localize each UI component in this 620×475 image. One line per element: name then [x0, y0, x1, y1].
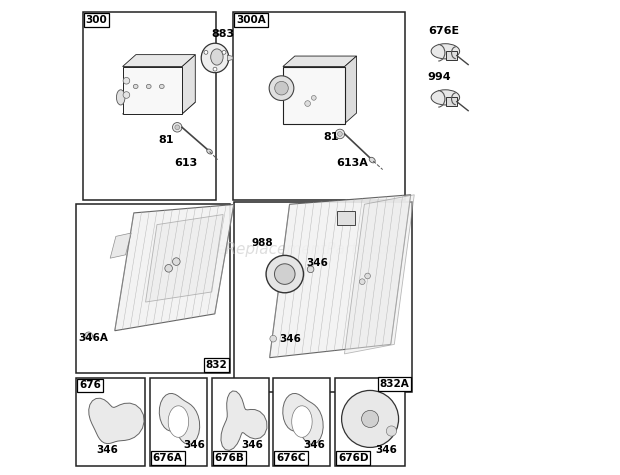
Bar [337, 211, 355, 225]
Circle shape [361, 410, 379, 428]
Polygon shape [345, 195, 414, 354]
Circle shape [275, 264, 295, 285]
Circle shape [123, 92, 130, 98]
Polygon shape [115, 204, 234, 331]
Ellipse shape [431, 90, 459, 105]
Polygon shape [228, 55, 233, 61]
Polygon shape [345, 56, 356, 124]
Bar [283, 66, 345, 124]
Ellipse shape [202, 43, 229, 73]
Text: 883: 883 [211, 29, 234, 39]
Circle shape [311, 95, 316, 100]
Circle shape [308, 266, 314, 273]
Text: 346: 346 [279, 334, 301, 344]
Bar [150, 378, 207, 466]
Text: 300A: 300A [236, 15, 265, 25]
Circle shape [305, 101, 311, 106]
Bar [446, 97, 457, 106]
Text: 676: 676 [79, 380, 101, 390]
Circle shape [365, 273, 370, 279]
Bar [83, 12, 216, 199]
Ellipse shape [206, 149, 212, 154]
Polygon shape [159, 393, 200, 444]
Text: 346: 346 [376, 445, 397, 455]
Circle shape [204, 50, 208, 54]
Text: 994: 994 [428, 72, 451, 82]
Text: 346A: 346A [78, 333, 108, 343]
Bar [211, 378, 268, 466]
Ellipse shape [431, 44, 459, 59]
Polygon shape [110, 233, 131, 258]
Polygon shape [146, 215, 223, 302]
Text: 676B: 676B [215, 453, 244, 463]
Polygon shape [168, 406, 188, 437]
Bar [233, 12, 405, 199]
Polygon shape [182, 55, 195, 114]
Text: 346: 346 [303, 440, 325, 450]
Polygon shape [270, 195, 410, 358]
Text: 676E: 676E [428, 26, 459, 36]
Text: 676C: 676C [277, 453, 306, 463]
Circle shape [213, 67, 217, 71]
Circle shape [172, 123, 182, 132]
Text: 346: 346 [306, 257, 328, 267]
Text: 832A: 832A [379, 379, 409, 389]
Circle shape [222, 50, 226, 54]
Circle shape [123, 77, 130, 84]
Text: 613: 613 [175, 158, 198, 168]
Text: 676D: 676D [338, 453, 368, 463]
Circle shape [85, 332, 92, 340]
Text: 988: 988 [252, 238, 273, 247]
Polygon shape [123, 102, 195, 114]
Text: 81: 81 [323, 132, 339, 142]
Text: 676A: 676A [153, 453, 183, 463]
Bar [446, 51, 457, 60]
Text: 346: 346 [183, 440, 205, 450]
Ellipse shape [159, 85, 164, 88]
Circle shape [342, 390, 399, 447]
Circle shape [275, 81, 288, 95]
Polygon shape [123, 55, 195, 66]
Ellipse shape [146, 85, 151, 88]
Text: 613A: 613A [336, 158, 368, 168]
Polygon shape [283, 393, 323, 444]
Circle shape [360, 279, 365, 285]
Bar [335, 378, 405, 466]
Text: 300: 300 [86, 15, 107, 25]
Text: 346: 346 [241, 440, 263, 450]
Circle shape [175, 125, 180, 130]
Circle shape [335, 129, 345, 139]
Ellipse shape [370, 157, 375, 163]
Circle shape [270, 335, 277, 342]
Polygon shape [283, 56, 356, 66]
Ellipse shape [211, 49, 223, 65]
Text: 346: 346 [96, 445, 118, 455]
Circle shape [337, 132, 342, 136]
Polygon shape [89, 398, 144, 444]
Text: 81: 81 [158, 135, 174, 145]
Circle shape [165, 265, 172, 272]
Bar [76, 378, 145, 466]
Circle shape [172, 258, 180, 266]
Bar [76, 204, 230, 373]
Ellipse shape [133, 85, 138, 88]
Text: eReplacementParts.com: eReplacementParts.com [216, 242, 404, 257]
Bar [123, 66, 182, 114]
Polygon shape [221, 391, 267, 450]
Bar [273, 378, 330, 466]
Circle shape [266, 256, 303, 293]
Text: 832: 832 [206, 360, 228, 370]
Ellipse shape [117, 90, 125, 105]
Polygon shape [292, 406, 312, 437]
Bar [234, 202, 412, 392]
Circle shape [386, 426, 397, 436]
Circle shape [269, 76, 294, 101]
